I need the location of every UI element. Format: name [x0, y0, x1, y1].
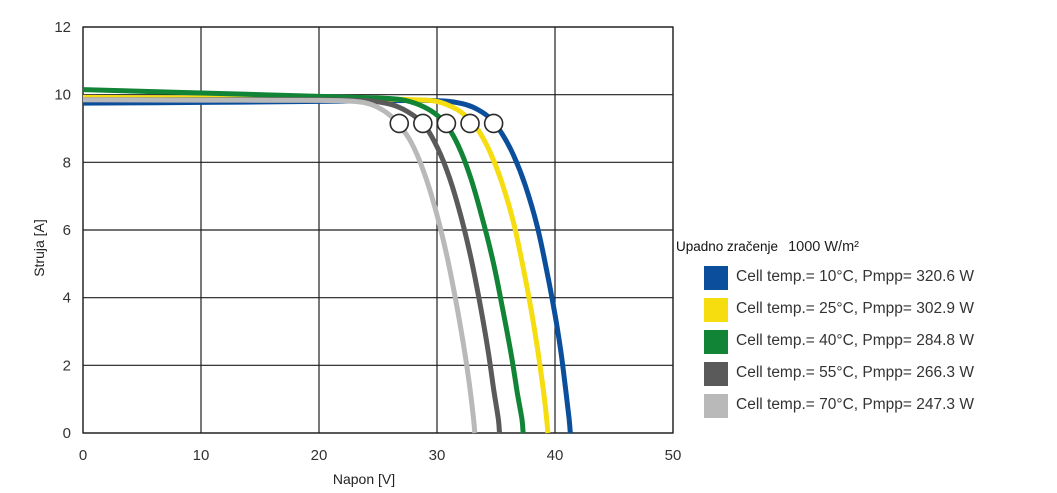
legend-swatch — [704, 394, 728, 418]
x-tick-label: 10 — [193, 447, 210, 464]
x-tick-label: 50 — [665, 447, 682, 464]
y-tick-label: 8 — [63, 154, 71, 171]
series-line-3 — [82, 87, 526, 434]
mpp-marker-4 — [413, 113, 433, 134]
legend-title: Upadno zračenje — [676, 239, 779, 254]
mpp-markers — [389, 113, 504, 134]
series-line-5 — [82, 97, 478, 434]
legend-item: Cell temp.= 70°C, Pmpp= 247.3 W — [704, 388, 1052, 420]
y-tick-label: 6 — [63, 222, 71, 239]
plot-frame — [82, 26, 674, 434]
data-series — [82, 87, 573, 434]
legend-item: Cell temp.= 55°C, Pmpp= 266.3 W — [704, 356, 1052, 388]
legend-swatch — [704, 330, 728, 354]
legend-swatch — [704, 266, 728, 290]
x-axis-title: Napon [V] — [333, 471, 395, 487]
legend-label: Cell temp.= 40°C, Pmpp= 284.8 W — [736, 332, 974, 349]
legend-label: Cell temp.= 70°C, Pmpp= 247.3 W — [736, 396, 974, 413]
mpp-marker-1 — [483, 113, 504, 134]
series-line-2 — [82, 94, 551, 434]
grid-lines — [82, 26, 674, 434]
x-tick-label: 40 — [547, 447, 564, 464]
legend-swatch — [704, 298, 728, 322]
y-tick-label: 10 — [54, 87, 71, 104]
legend-item: Cell temp.= 40°C, Pmpp= 284.8 W — [704, 324, 1052, 356]
y-tick-label: 4 — [63, 290, 71, 307]
mpp-marker-3 — [436, 113, 457, 134]
mpp-marker-5 — [389, 113, 410, 134]
legend-header: Upadno zračenje 1000 W/m² — [676, 234, 1052, 260]
legend-label: Cell temp.= 25°C, Pmpp= 302.9 W — [736, 300, 974, 317]
legend: Upadno zračenje 1000 W/m² Cell temp.= 10°… — [676, 234, 1052, 420]
y-tick-label: 12 — [54, 19, 71, 36]
legend-item: Cell temp.= 10°C, Pmpp= 320.6 W — [704, 260, 1052, 292]
y-tick-label: 0 — [63, 425, 71, 442]
y-axis-title: Struja [A] — [31, 219, 47, 277]
legend-item: Cell temp.= 25°C, Pmpp= 302.9 W — [704, 292, 1052, 324]
legend-label: Cell temp.= 10°C, Pmpp= 320.6 W — [736, 268, 974, 285]
legend-swatch — [704, 362, 728, 386]
series-line-1 — [82, 97, 573, 434]
x-tick-label: 30 — [429, 447, 446, 464]
legend-subtitle: 1000 W/m² — [788, 239, 859, 255]
tick-labels: 0 10 20 30 40 50 0 2 4 6 8 10 12 — [54, 19, 681, 464]
mpp-marker-2 — [460, 113, 480, 134]
y-tick-label: 2 — [63, 357, 71, 374]
legend-label: Cell temp.= 55°C, Pmpp= 266.3 W — [736, 364, 974, 381]
x-tick-label: 20 — [311, 447, 328, 464]
x-tick-label: 0 — [79, 447, 87, 464]
